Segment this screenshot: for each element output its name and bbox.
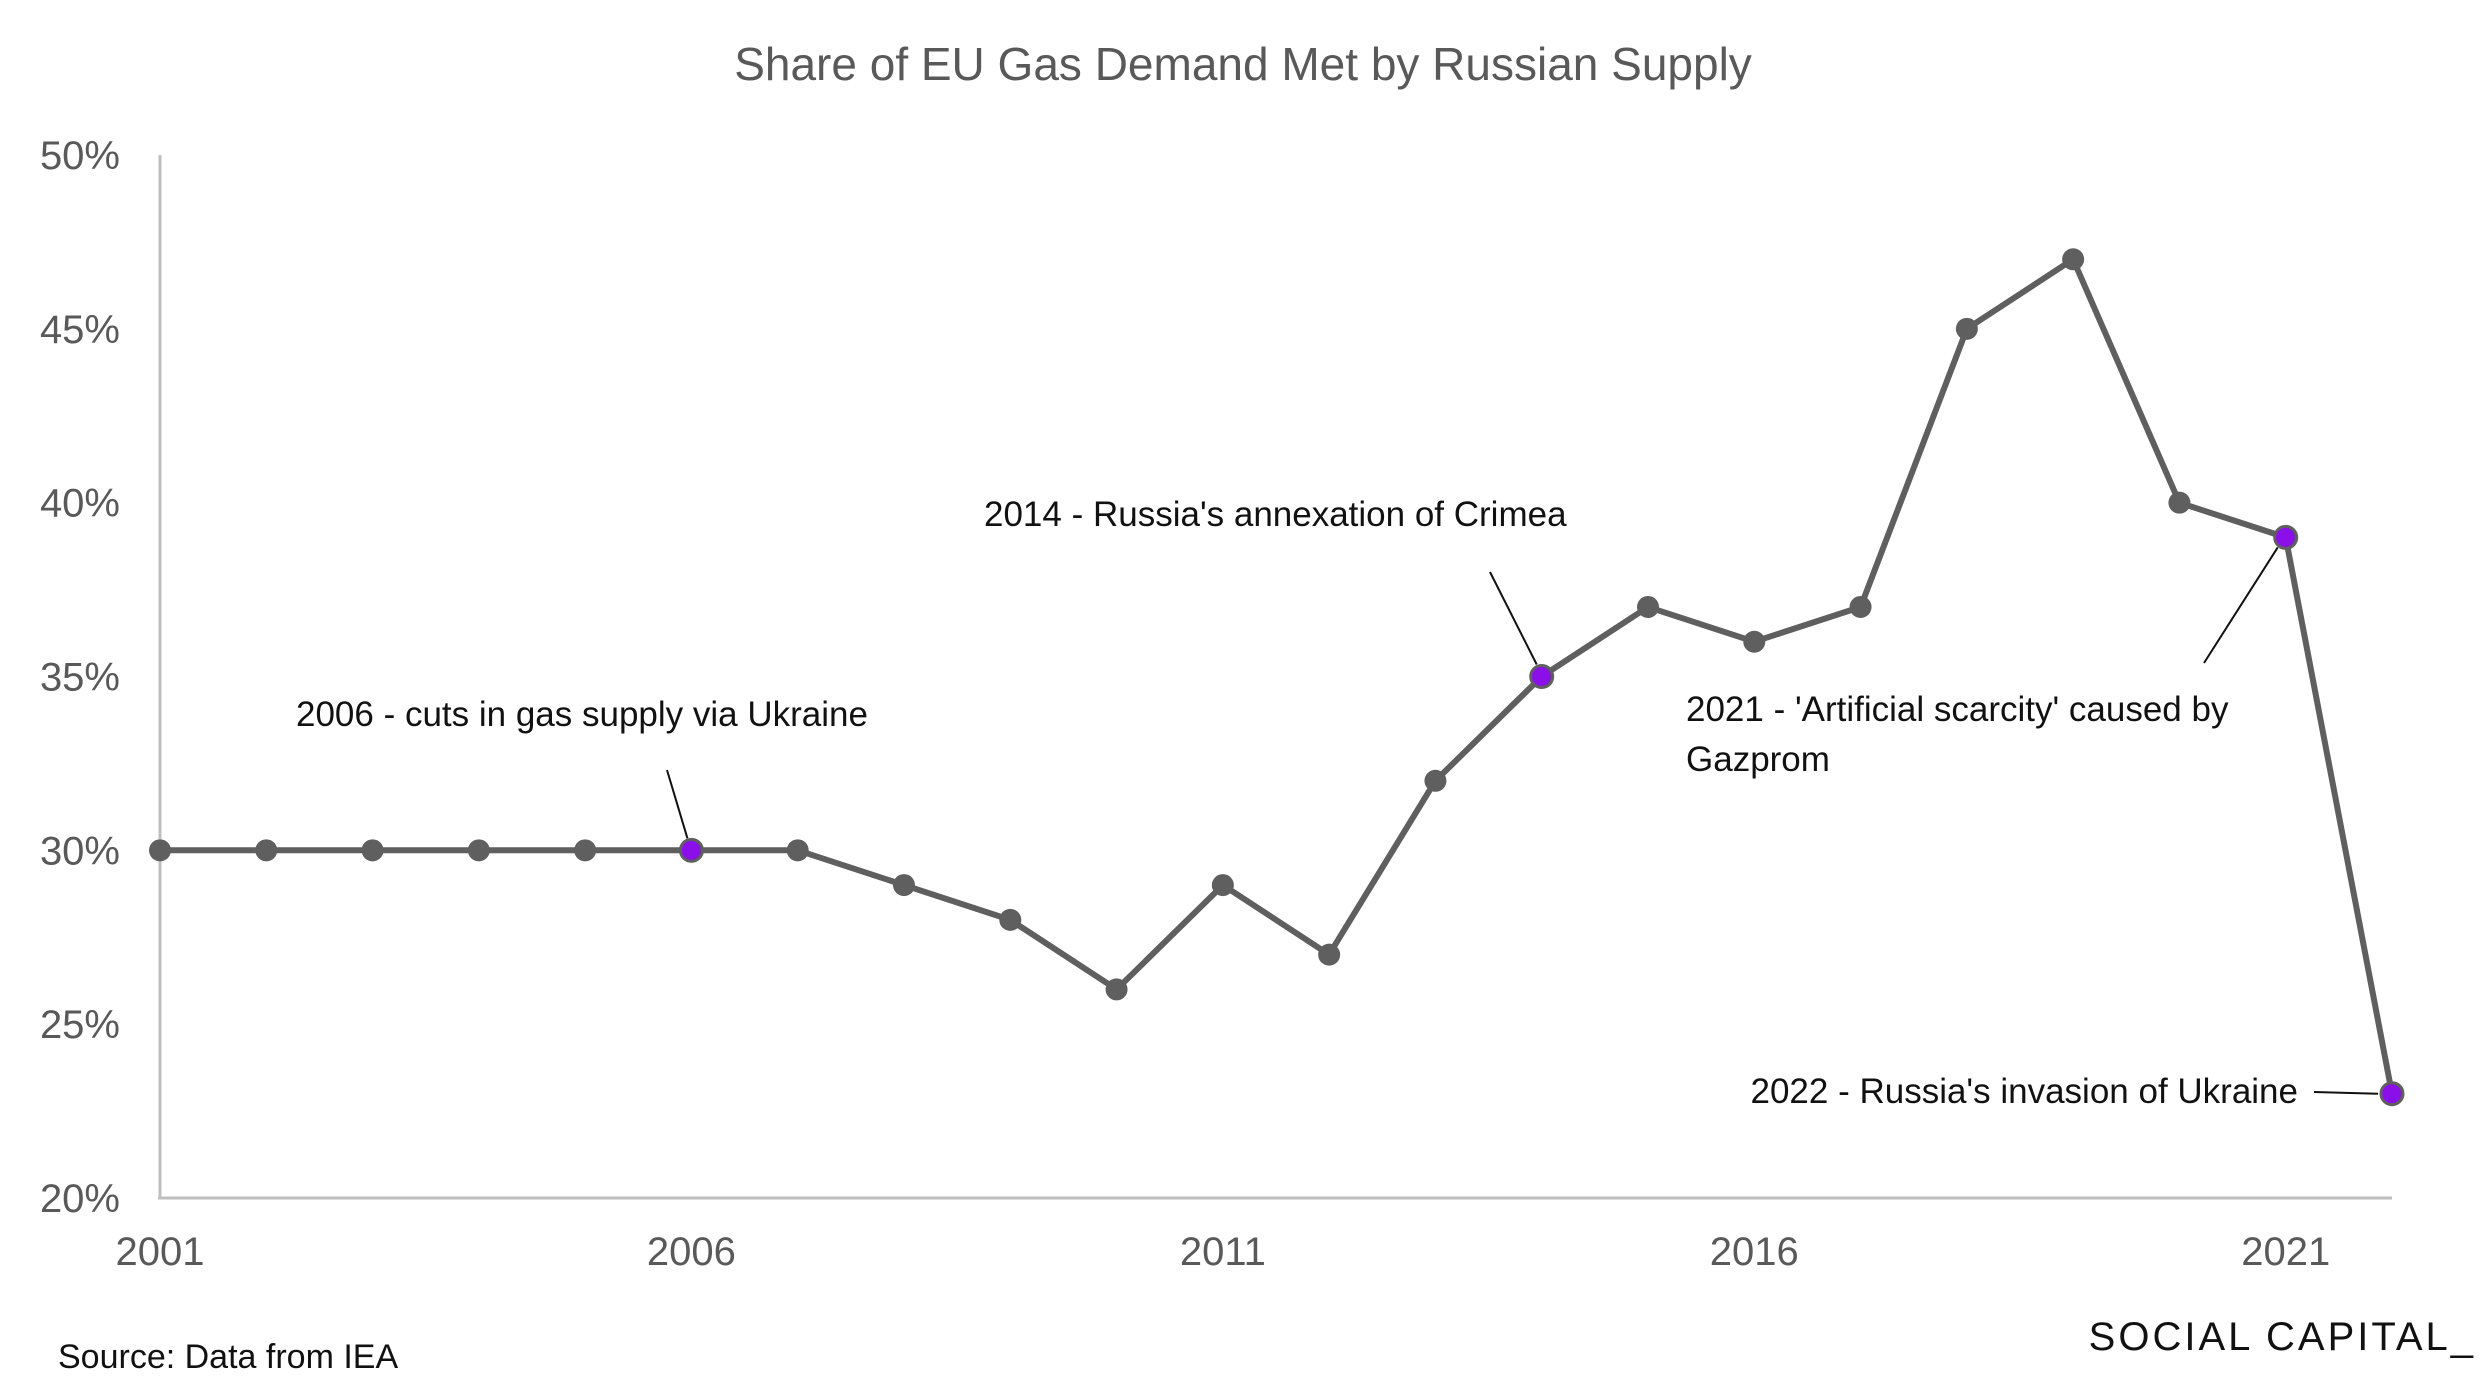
data-point <box>1211 874 1234 897</box>
y-tick-label: 35% <box>40 656 120 700</box>
data-point <box>574 839 597 862</box>
x-tick-label: 2001 <box>116 1230 205 1274</box>
annotation-2021-line-1: 2021 - 'Artificial scarcity' caused by <box>1686 690 2229 729</box>
annotation-2022-line-1: 2022 - Russia's invasion of Ukraine <box>1750 1072 2298 1111</box>
x-tick-labels: 2001 2006 2011 2016 2021 <box>116 1230 2331 1274</box>
data-point <box>1424 769 1447 792</box>
y-tick-label: 20% <box>40 1177 120 1221</box>
x-tick-label: 2006 <box>647 1230 736 1274</box>
chart-title: Share of EU Gas Demand Met by Russian Su… <box>734 38 1752 90</box>
y-tick-label: 40% <box>40 482 120 526</box>
annotation-leader <box>666 769 689 839</box>
data-point <box>1637 595 1659 618</box>
annotation-leader <box>1489 571 1538 665</box>
data-point-highlight <box>678 837 704 863</box>
annotation-leaders <box>666 546 2379 1095</box>
data-point <box>467 839 490 862</box>
data-point <box>1955 317 1978 340</box>
annotation-2022: 2022 - Russia's invasion of Ukraine <box>1750 1072 2298 1111</box>
source-note: Source: Data from IEA <box>58 1338 398 1376</box>
annotation-2014-line-1: 2014 - Russia's annexation of Crimea <box>984 495 1567 534</box>
data-point <box>786 839 809 862</box>
axes <box>158 155 2392 1200</box>
brand-logo: SOCIAL CAPITAL_ <box>2089 1315 2476 1359</box>
y-tick-labels: 20% 25% 30% 35% 40% 45% 50% <box>40 134 120 1221</box>
data-point <box>1743 630 1766 653</box>
data-points <box>149 248 2405 1107</box>
annotation-2006: 2006 - cuts in gas supply via Ukraine <box>296 695 868 734</box>
annotation-2021-line-2: Gazprom <box>1686 740 1830 779</box>
data-point-highlight <box>2379 1081 2405 1107</box>
annotation-2021: 2021 - 'Artificial scarcity' caused by G… <box>1686 690 2238 779</box>
x-tick-label: 2021 <box>2241 1230 2330 1274</box>
data-point-highlight <box>1529 664 1555 689</box>
data-point <box>149 839 171 862</box>
annotation-leader <box>2203 546 2279 664</box>
data-point <box>1318 943 1341 966</box>
y-tick-label: 30% <box>40 829 120 873</box>
data-point <box>255 839 278 862</box>
x-tick-label: 2016 <box>1710 1230 1799 1274</box>
annotation-leader <box>2313 1091 2379 1095</box>
data-point <box>2062 248 2085 271</box>
data-point <box>2168 491 2191 514</box>
y-tick-label: 45% <box>40 308 120 352</box>
annotations: 2006 - cuts in gas supply via Ukraine 20… <box>296 495 2298 1111</box>
series-line <box>157 256 2395 1097</box>
annotation-2006-line-1: 2006 - cuts in gas supply via Ukraine <box>296 695 868 734</box>
data-point <box>1105 978 1128 1001</box>
data-point <box>999 908 1022 931</box>
y-tick-label: 50% <box>40 134 120 178</box>
annotation-2014: 2014 - Russia's annexation of Crimea <box>984 495 1567 534</box>
data-point <box>361 839 384 862</box>
x-tick-label: 2011 <box>1180 1230 1266 1274</box>
data-point <box>893 874 915 897</box>
y-tick-label: 25% <box>40 1003 120 1047</box>
data-point-highlight <box>2273 524 2299 550</box>
data-point <box>1849 595 1872 618</box>
